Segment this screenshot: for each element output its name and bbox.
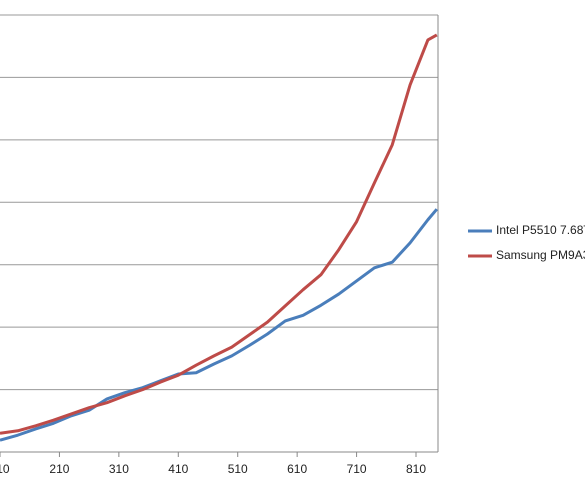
x-tick-label: 110: [0, 462, 10, 476]
x-tick-label: 510: [228, 462, 248, 476]
legend-label: Samsung PM9A3: [496, 248, 585, 262]
x-tick-label: 310: [109, 462, 129, 476]
x-tick-label: 810: [406, 462, 426, 476]
x-tick-label: 410: [168, 462, 188, 476]
x-tick-label: 210: [49, 462, 69, 476]
legend-label: Intel P5510 7.68T: [496, 223, 585, 237]
series-line: [0, 208, 438, 442]
series-line: [0, 33, 438, 435]
x-tick-label: 610: [287, 462, 307, 476]
x-tick-label: 710: [347, 462, 367, 476]
